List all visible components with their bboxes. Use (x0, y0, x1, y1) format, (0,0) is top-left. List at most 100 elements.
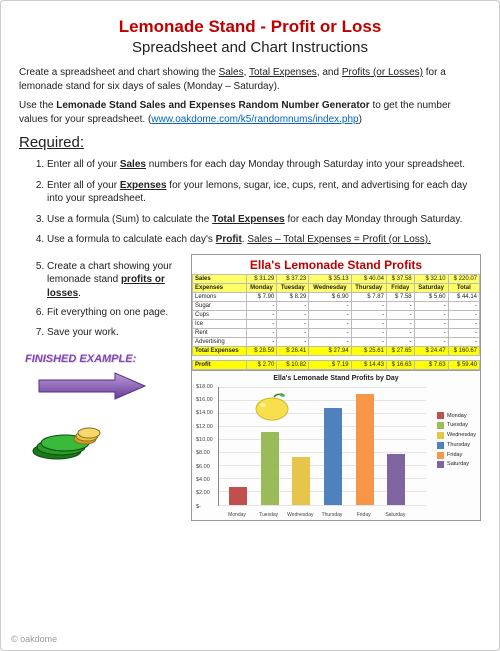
cell-total: - (448, 319, 479, 328)
intro-paragraph-2: Use the Lemonade Stand Sales and Expense… (19, 99, 481, 126)
cell: - (414, 319, 448, 328)
text: Use the (19, 100, 56, 111)
cell: - (386, 301, 414, 310)
profit-label: Profit (193, 360, 247, 369)
cell: - (246, 328, 277, 337)
cell: - (309, 301, 351, 310)
text-profit: Profit (216, 234, 242, 245)
cell: $ 27.65 (386, 346, 414, 355)
cell-total: $ 160.67 (448, 346, 479, 355)
intro-paragraph-1: Create a spreadsheet and chart showing t… (19, 66, 481, 93)
required-heading: Required: (19, 134, 481, 151)
step-6: Fit everything on one page. (47, 306, 179, 320)
cell: $ 5.60 (414, 292, 448, 301)
text: . (78, 288, 81, 299)
cell: - (351, 337, 386, 346)
cell: $ 14.43 (351, 360, 386, 369)
chart-plot-area (218, 387, 426, 506)
legend-item: Friday (437, 451, 476, 460)
cell: $ 6.90 (309, 292, 351, 301)
chart-legend: MondayTuesdayWednesdayThursdayFridaySatu… (437, 411, 476, 471)
text: Use a formula (Sum) to calculate the (47, 214, 212, 225)
cell: $ 7.87 (351, 292, 386, 301)
x-axis-label: Thursday (322, 512, 343, 518)
arrow-icon (37, 371, 179, 401)
generator-link[interactable]: www.oakdome.com/k5/randomnums/index.php (151, 114, 358, 125)
text-generator: Lemonade Stand Sales and Expenses Random… (56, 100, 369, 111)
cell: - (309, 310, 351, 319)
cell: - (351, 301, 386, 310)
day-header: Monday (246, 283, 277, 292)
cell-total: $ 220.07 (448, 274, 479, 283)
expenses-label: Expenses (193, 283, 247, 292)
y-axis-label: $18.00 (196, 384, 213, 390)
cell: $ 7.58 (386, 292, 414, 301)
chart-title: Ella's Lemonade Stand Profits by Day (196, 375, 476, 382)
cell-total: - (448, 337, 479, 346)
cell: - (309, 319, 351, 328)
y-axis-label: $8.00 (196, 450, 210, 456)
lemon-icon (252, 391, 292, 425)
cell: - (414, 301, 448, 310)
expense-row-label: Lemons (193, 292, 247, 301)
day-header: Tuesday (277, 283, 309, 292)
sales-label: Sales (193, 274, 247, 283)
cell: $ 24.47 (414, 346, 448, 355)
day-header: Wednesday (309, 283, 351, 292)
cell: $ 32.10 (414, 274, 448, 283)
legend-item: Wednesday (437, 431, 476, 440)
text-total-expenses: Total Expenses (212, 214, 285, 225)
text-formula: Sales – Total Expenses = Profit (or Loss… (247, 234, 431, 245)
y-axis-label: $16.00 (196, 397, 213, 403)
cell: $ 16.63 (386, 360, 414, 369)
expense-row-label: Cups (193, 310, 247, 319)
cell-total: - (448, 328, 479, 337)
text: Use a formula to calculate each day's (47, 234, 216, 245)
cell: - (414, 310, 448, 319)
chart-bar (356, 394, 374, 505)
left-steps: Create a chart showing your lemonade sta… (19, 254, 179, 465)
cell: - (246, 301, 277, 310)
chart-bar (292, 457, 310, 505)
text: for each day Monday through Saturday. (285, 214, 463, 225)
step-1: Enter all of your Sales numbers for each… (47, 158, 481, 172)
text: ) (359, 114, 362, 125)
day-header: Friday (386, 283, 414, 292)
text-expenses: Expenses (120, 180, 167, 191)
cell: $ 28.59 (246, 346, 277, 355)
cell: $ 10.82 (277, 360, 309, 369)
cell-total: - (448, 310, 479, 319)
sheet-table: Sales $ 31.29 $ 37.23 $ 35.13 $ 40.04 $ … (192, 274, 480, 370)
y-axis-label: $- (196, 504, 201, 510)
x-axis-label: Monday (228, 512, 246, 518)
y-axis-label: $4.00 (196, 477, 210, 483)
text-profits: Profits (or Losses) (342, 67, 423, 78)
cell: $ 35.13 (309, 274, 351, 283)
legend-item: Thursday (437, 441, 476, 450)
x-axis-label: Wednesday (287, 512, 313, 518)
cell: - (386, 319, 414, 328)
cell: - (277, 328, 309, 337)
cell: - (414, 337, 448, 346)
step-4: Use a formula to calculate each day's Pr… (47, 233, 481, 247)
money-icon (31, 411, 179, 464)
step-7: Save your work. (47, 326, 179, 340)
cell: $ 25.61 (351, 346, 386, 355)
text-total-expenses: Total Expenses (249, 67, 317, 78)
day-header: Thursday (351, 283, 386, 292)
cell: - (386, 328, 414, 337)
cell: $ 37.23 (277, 274, 309, 283)
cell: $ 7.90 (246, 292, 277, 301)
page-title: Lemonade Stand - Profit or Loss (19, 17, 481, 37)
y-axis-label: $12.00 (196, 424, 213, 430)
cell: - (246, 319, 277, 328)
cell: - (351, 319, 386, 328)
x-axis-label: Friday (357, 512, 371, 518)
cell: $ 37.58 (386, 274, 414, 283)
text: Enter all of your (47, 180, 120, 191)
finished-example-label: FINISHED EXAMPLE: (25, 353, 179, 365)
cell: $ 2.70 (246, 360, 277, 369)
x-axis-label: Saturday (385, 512, 405, 518)
cell: - (351, 328, 386, 337)
y-axis-label: $10.00 (196, 437, 213, 443)
